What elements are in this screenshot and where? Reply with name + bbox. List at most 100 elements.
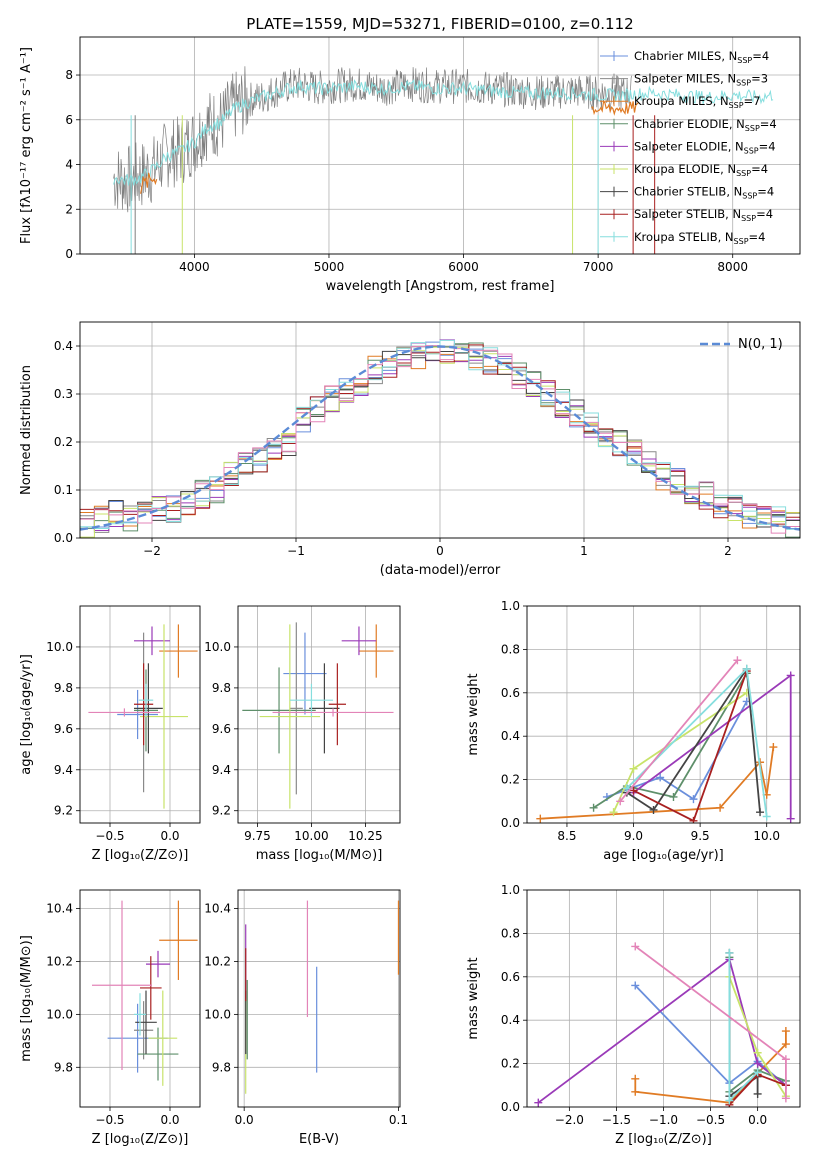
weight-marker bbox=[742, 664, 751, 673]
mass_vs_z-panel: −0.5 0.0 9.8 10.0 10.2 10.4 Z [log₁₀(Z/Z⊙)] mas… bbox=[19, 889, 201, 1147]
tick-label-x: −2 bbox=[143, 544, 161, 558]
errorbar-point bbox=[138, 683, 154, 717]
tick-label-y: 10.0 bbox=[46, 640, 73, 654]
weight-marker bbox=[622, 784, 631, 793]
legend-label: Kroupa STELIB, NSSP=4 bbox=[634, 230, 765, 246]
axes-frame bbox=[526, 889, 801, 1108]
errorbar-point bbox=[289, 622, 303, 795]
errorbar-point bbox=[289, 683, 334, 717]
legend-label: Salpeter ELODIE, NSSP=4 bbox=[634, 139, 776, 155]
x-axis-label: wavelength [Angstrom, rest frame] bbox=[326, 279, 555, 294]
tick-label-y: 0.0 bbox=[54, 531, 73, 545]
tick-label-y: 9.8 bbox=[212, 1060, 231, 1074]
tick-label-y: 10.0 bbox=[204, 640, 231, 654]
tick-label-y: 0.4 bbox=[54, 339, 73, 353]
age_vs_z-panel: −0.5 0.0 9.2 9.4 9.6 9.8 10.0 Z [log₁₀(Z/Z⊙)] ag… bbox=[19, 605, 201, 863]
weight-marker bbox=[656, 773, 665, 782]
tick-label-x: 0 bbox=[436, 544, 444, 558]
errorbar-point bbox=[259, 624, 321, 809]
weight_vs_age-panel: 8.5 9.0 9.5 10.0 0.0 0.2 0.4 0.6 0.8 1.0 age [log₁… bbox=[466, 599, 801, 863]
tick-label-x: 1 bbox=[580, 544, 588, 558]
tick-label-x: −1.0 bbox=[649, 1113, 678, 1127]
weight-marker bbox=[629, 786, 638, 795]
errorbar-point bbox=[92, 900, 152, 1070]
weight-marker bbox=[725, 948, 734, 957]
mass_vs_z-plot bbox=[92, 900, 198, 1086]
weight-marker bbox=[769, 743, 778, 752]
tick-label-y: 10.2 bbox=[46, 954, 73, 968]
tick-label-x: 5000 bbox=[314, 260, 345, 274]
tick-label-x: −1.5 bbox=[602, 1113, 631, 1127]
tick-label-x: 0.0 bbox=[160, 829, 179, 843]
tick-label-y: 9.2 bbox=[54, 804, 73, 818]
tick-label-y: 0.0 bbox=[501, 1100, 520, 1114]
y-axis-label: mass [log₁₀(M/M⊙)] bbox=[19, 935, 34, 1062]
model-spectrum-kroupa-miles bbox=[140, 172, 158, 194]
weight-marker bbox=[753, 1048, 762, 1057]
axes-frame bbox=[79, 889, 201, 1108]
weight-marker bbox=[629, 764, 638, 773]
axes-frame bbox=[79, 321, 801, 539]
y-axis-label: mass weight bbox=[466, 673, 481, 755]
tick-label-y: 0.8 bbox=[501, 642, 520, 656]
tick-label-y: 0.4 bbox=[501, 1013, 520, 1027]
errorbar-point bbox=[159, 900, 198, 980]
data-spectrum bbox=[113, 66, 633, 213]
x-axis-label: Z [log₁₀(Z/Z⊙)] bbox=[615, 1132, 712, 1147]
weight-marker bbox=[753, 1089, 762, 1098]
weight-marker bbox=[753, 1059, 762, 1068]
residuals-plot bbox=[80, 339, 800, 538]
tick-label-y: 1.0 bbox=[501, 883, 520, 897]
weight_vs_z-panel: −2.0 −1.5 −1.0 −0.5 0.0 0.0 0.2 0.4 0.6 0.8 1.0 Z [… bbox=[466, 883, 801, 1147]
mass_vs_ebv-plot bbox=[245, 900, 400, 1094]
tick-label-y: 10.2 bbox=[204, 954, 231, 968]
tick-label-y: 10.4 bbox=[46, 902, 73, 916]
weight-marker bbox=[786, 671, 795, 680]
x-axis-label: age [log₁₀(age/yr)] bbox=[603, 848, 724, 863]
residual-histogram bbox=[80, 345, 800, 534]
weight-marker bbox=[609, 808, 618, 817]
weight-marker bbox=[781, 1094, 790, 1103]
age_vs_mass-panel: 9.75 10.00 10.25 9.2 9.4 9.6 9.8 10.0 mass [log₁… bbox=[204, 605, 401, 863]
spectrum-panel: 4000 5000 6000 7000 8000 0 2 4 6 8 wavelength [Ang… bbox=[19, 15, 801, 294]
tick-label-y: 0.2 bbox=[54, 435, 73, 449]
tick-label-y: 9.8 bbox=[54, 1060, 73, 1074]
tick-label-y: 9.4 bbox=[212, 763, 231, 777]
y-axis-label: age [log₁₀(age/yr)] bbox=[19, 654, 34, 775]
errorbar-point bbox=[137, 1027, 179, 1081]
tick-label-y: 0.2 bbox=[501, 1057, 520, 1071]
weight-marker bbox=[534, 1098, 543, 1107]
errorbar-point bbox=[242, 667, 316, 754]
tick-label-x: 8000 bbox=[717, 260, 748, 274]
legend-label: Kroupa MILES, NSSP=7 bbox=[634, 94, 760, 110]
errorbar-point bbox=[146, 950, 170, 978]
weight-marker bbox=[631, 942, 640, 951]
residuals-panel: −2 −1 0 1 2 0.0 0.1 0.2 0.3 0.4 (data-model)/error… bbox=[19, 321, 801, 578]
tick-label-x: 9.5 bbox=[691, 829, 710, 843]
errorbar-point bbox=[134, 1001, 154, 1060]
tick-label-y: 2 bbox=[65, 202, 73, 216]
tick-label-x: 9.0 bbox=[624, 829, 643, 843]
weight-marker bbox=[649, 805, 658, 814]
tick-label-x: 10.0 bbox=[753, 829, 780, 843]
age_vs_mass-plot bbox=[242, 622, 394, 809]
tick-label-y: 0.4 bbox=[501, 729, 520, 743]
errorbar-point bbox=[272, 708, 394, 717]
weight-marker bbox=[631, 1087, 640, 1096]
tick-label-x: −1 bbox=[287, 544, 305, 558]
legend-label: N(0, 1) bbox=[738, 337, 783, 352]
tick-label-x: −0.5 bbox=[696, 1113, 725, 1127]
tick-label-x: 9.75 bbox=[244, 829, 271, 843]
legend-label: Salpeter MILES, NSSP=3 bbox=[634, 72, 768, 88]
tick-label-y: 0.6 bbox=[501, 970, 520, 984]
errorbar-point bbox=[134, 663, 163, 754]
tick-label-y: 10.0 bbox=[46, 1007, 73, 1021]
tick-label-y: 9.2 bbox=[212, 804, 231, 818]
legend-label: Kroupa ELODIE, NSSP=4 bbox=[634, 162, 768, 178]
tick-label-x: 0.1 bbox=[389, 1113, 408, 1127]
axes-frame bbox=[79, 605, 201, 824]
weight-marker bbox=[786, 814, 795, 823]
legend-label: Chabrier ELODIE, NSSP=4 bbox=[634, 117, 777, 133]
tick-label-x: 8.5 bbox=[557, 829, 576, 843]
